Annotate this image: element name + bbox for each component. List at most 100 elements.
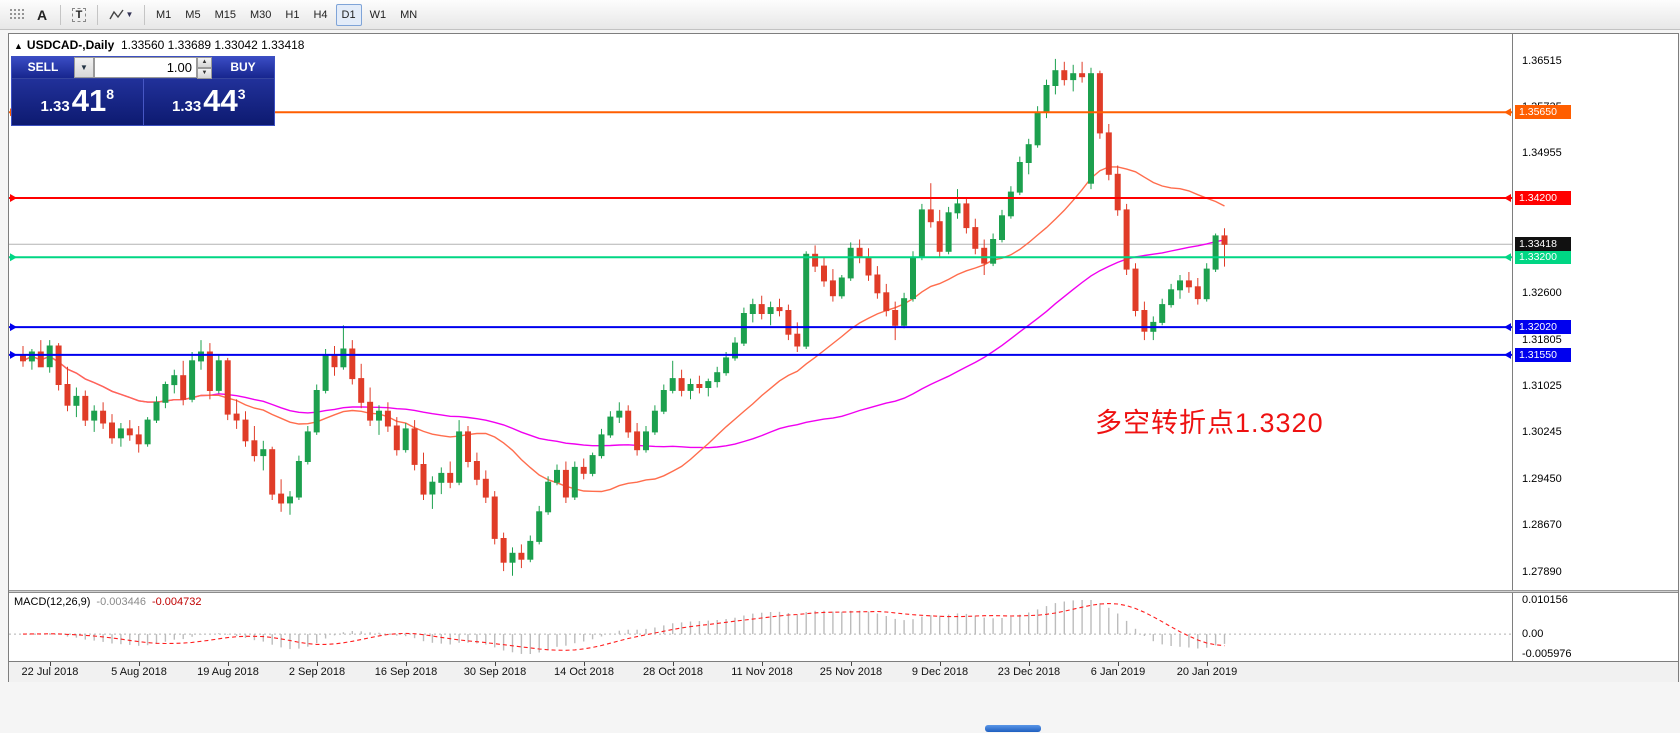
candle-body xyxy=(910,256,916,300)
date-tick-mark xyxy=(317,662,318,666)
main-price-plot[interactable]: 多空转折点1.3320 xyxy=(9,34,1513,590)
timeframe-button-h4[interactable]: H4 xyxy=(313,8,328,21)
order-type-dropdown[interactable]: ▼ xyxy=(74,57,94,78)
sell-price-big-digits: 41 xyxy=(71,83,107,118)
toolbar-separator xyxy=(60,4,61,25)
date-axis[interactable]: 22 Jul 2018 5 Aug 2018 19 Aug 2018 2 Sep 20… xyxy=(9,661,1678,682)
volume-input[interactable]: 1.00 xyxy=(94,57,197,78)
timeframe-button-h1[interactable]: H1 xyxy=(285,8,300,21)
candle-body xyxy=(224,360,231,415)
buy-button[interactable]: BUY xyxy=(212,57,274,78)
timeframe-button-mn[interactable]: MN xyxy=(400,8,418,21)
buy-price-stem: 1.33 xyxy=(172,98,202,115)
candle-body xyxy=(954,203,961,214)
candle-body xyxy=(1185,280,1192,288)
volume-step-down-button[interactable]: ▼ xyxy=(197,68,212,79)
text-label-icon[interactable]: T xyxy=(66,3,92,27)
hline-price-tag[interactable]: 1.32020 xyxy=(1515,320,1571,334)
chevron-down-icon: ▼ xyxy=(125,10,134,19)
buy-price-display[interactable]: 1.33 44 3 xyxy=(144,79,275,125)
current-price-tag: 1.33418 xyxy=(1515,237,1571,251)
buy-price-big-digits: 44 xyxy=(203,83,238,118)
taskbar-peek-hint xyxy=(985,725,1041,732)
price-chart-canvas[interactable] xyxy=(9,34,1512,590)
macd-axis: 0.010156 0.00 -0.005976 xyxy=(1514,593,1678,661)
date-axis-label: 22 Jul 2018 xyxy=(21,666,79,678)
candle-body xyxy=(1168,289,1175,306)
letter-t-glyph: T xyxy=(71,7,87,22)
candle-body xyxy=(162,384,169,403)
date-axis-label: 6 Jan 2019 xyxy=(1090,666,1146,678)
candle-body xyxy=(527,540,534,560)
panel-splitter[interactable] xyxy=(9,590,1678,593)
timeframe-button-d1[interactable]: D1 xyxy=(335,3,362,26)
candle-body xyxy=(981,247,988,264)
candle-body xyxy=(901,298,908,326)
candle-body xyxy=(1061,70,1068,81)
volume-step-up-button[interactable]: ▲ xyxy=(197,57,212,68)
candle-body xyxy=(874,274,881,294)
line-end-arrow xyxy=(10,253,17,262)
hline-price-tag[interactable]: 1.33200 xyxy=(1515,250,1571,264)
candle-body xyxy=(1194,286,1201,300)
hline-price-tag[interactable]: 1.34200 xyxy=(1515,191,1571,205)
candle-body xyxy=(295,461,302,498)
date-tick-mark xyxy=(406,662,407,666)
candle-body xyxy=(331,354,338,368)
candle-body xyxy=(829,280,836,297)
volume-stepper: ▲ ▼ xyxy=(197,57,212,79)
candle-body xyxy=(482,478,489,498)
candle-body xyxy=(651,410,658,433)
candle-body xyxy=(91,410,98,421)
candle-body xyxy=(358,378,365,403)
timeframe-button-m15[interactable]: M15 xyxy=(214,8,236,21)
candle-body xyxy=(198,351,204,362)
macd-indicator-panel[interactable]: MACD(12,26,9) -0.003446 -0.004732 xyxy=(9,593,1513,661)
candle-body xyxy=(304,431,311,462)
candle-body xyxy=(945,212,952,252)
collapse-triangle-icon[interactable]: ▲ xyxy=(14,41,23,51)
candle-body xyxy=(1212,235,1219,270)
candle-body xyxy=(1079,73,1086,78)
top-toolbar: A T ▼ M1 M5 M15 M30 H1 H4 D1 W1 MN xyxy=(0,0,1680,30)
candle-body xyxy=(589,455,596,474)
candle-body xyxy=(767,307,774,315)
timeframe-button-w1[interactable]: W1 xyxy=(369,8,387,21)
date-axis-label: 19 Aug 2018 xyxy=(197,666,259,678)
candle-body xyxy=(1141,310,1148,332)
price-axis[interactable]: 1.365151.357351.349551.326001.318051.310… xyxy=(1514,34,1678,590)
date-axis-label: 30 Sep 2018 xyxy=(463,666,527,678)
candle-body xyxy=(518,552,525,560)
sell-price-display[interactable]: 1.33 41 8 xyxy=(12,79,144,125)
dots-grid-icon[interactable] xyxy=(3,3,29,27)
candle-body xyxy=(233,413,240,421)
date-tick-mark xyxy=(673,662,674,666)
candle-body xyxy=(313,390,320,433)
candle-body xyxy=(349,348,356,380)
price-axis-label: 1.32600 xyxy=(1522,287,1562,299)
timeframe-button-m5[interactable]: M5 xyxy=(185,8,201,21)
timeframe-button-m30[interactable]: M30 xyxy=(249,8,272,21)
candle-body xyxy=(287,496,293,504)
hline-price-tag[interactable]: 1.35650 xyxy=(1515,105,1571,119)
candle-body xyxy=(135,434,142,445)
candle-body xyxy=(634,431,641,451)
toolbar-separator xyxy=(97,4,98,25)
hline-price-tag[interactable]: 1.31550 xyxy=(1515,348,1571,362)
sell-button[interactable]: SELL xyxy=(12,57,74,78)
text-annotation-icon[interactable]: A xyxy=(29,3,55,27)
sell-price-pipette: 8 xyxy=(106,86,114,102)
candle-body xyxy=(723,357,730,374)
date-axis-label: 2 Sep 2018 xyxy=(288,666,346,678)
date-tick-mark xyxy=(762,662,763,666)
timeframe-button-m1[interactable]: M1 xyxy=(156,8,172,21)
candle-body xyxy=(749,304,756,315)
candle-body xyxy=(1007,191,1014,217)
candle-body xyxy=(580,466,587,474)
candle-body xyxy=(1203,268,1210,300)
candle-body xyxy=(206,351,213,391)
candle-body xyxy=(714,372,721,383)
candle-body xyxy=(616,410,623,418)
candle-body xyxy=(117,428,124,439)
polyline-tool-dropdown[interactable]: ▼ xyxy=(103,3,139,27)
